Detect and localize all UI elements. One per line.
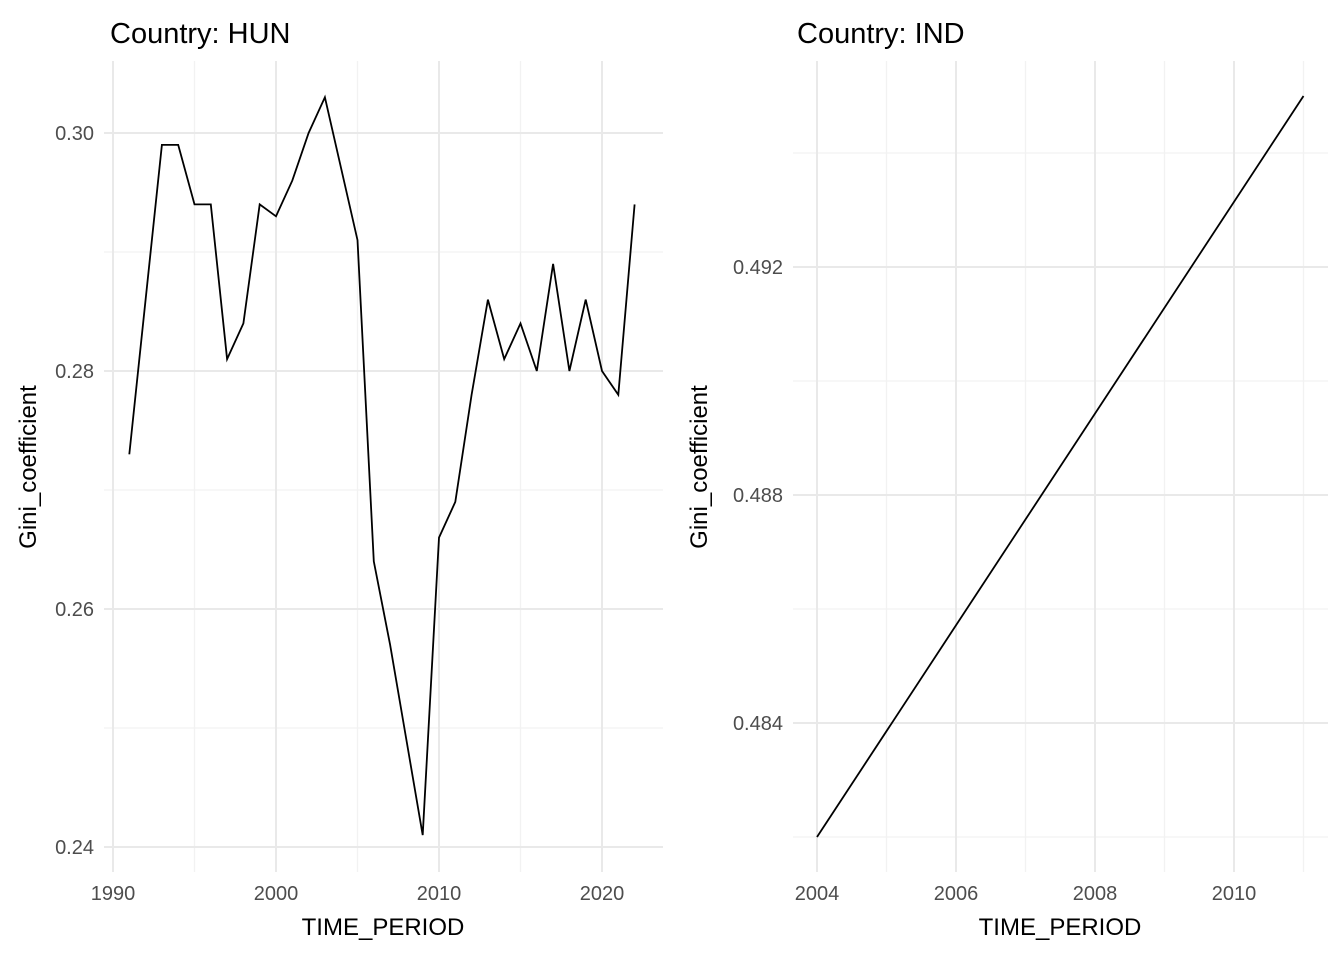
x-tick-label-hun: 2000 — [254, 883, 299, 905]
y-tick-label-ind: 0.492 — [733, 257, 783, 279]
x-tick-label-ind: 2004 — [795, 883, 840, 905]
y-tick-label-hun: 0.28 — [55, 361, 94, 383]
y-tick-label-ind: 0.484 — [733, 713, 783, 735]
plot-title-ind: Country: IND — [797, 18, 965, 50]
x-tick-label-ind: 2006 — [934, 883, 979, 905]
x-axis-title-ind: TIME_PERIOD — [978, 914, 1142, 941]
y-axis-title-hun: Gini_coefficient — [15, 385, 42, 549]
plot-title-hun: Country: HUN — [110, 18, 291, 50]
y-tick-label-hun: 0.30 — [55, 123, 94, 145]
ind-series-line — [816, 95, 1305, 838]
y-tick-label-hun: 0.26 — [55, 599, 94, 621]
x-tick-label-hun: 2010 — [417, 883, 462, 905]
y-tick-label-hun: 0.24 — [55, 837, 94, 859]
x-tick-label-hun: 1990 — [91, 883, 136, 905]
x-tick-label-hun: 2020 — [580, 883, 625, 905]
x-tick-label-ind: 2010 — [1212, 883, 1257, 905]
y-tick-label-ind: 0.488 — [733, 485, 783, 507]
x-tick-label-ind: 2008 — [1073, 883, 1118, 905]
x-axis-title-hun: TIME_PERIOD — [301, 914, 465, 941]
y-axis-title-ind: Gini_coefficient — [686, 385, 713, 549]
hun-series-line — [128, 94, 636, 836]
